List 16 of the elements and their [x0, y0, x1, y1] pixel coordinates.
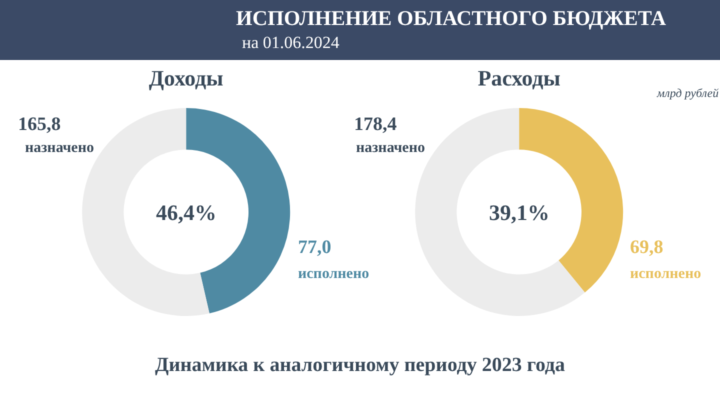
text: 69,8: [630, 237, 664, 258]
chart-title: Расходы: [478, 66, 560, 91]
text: млрд рублей: [656, 86, 719, 100]
text: 39,1%: [489, 200, 550, 225]
chart-title: Доходы: [148, 66, 224, 91]
text: 165,8: [18, 114, 61, 135]
text: 178,4: [354, 114, 398, 135]
text: Динамика к аналогичному периоду 2023 года: [154, 354, 566, 377]
text: 46,4%: [156, 200, 216, 225]
text: исполнено: [298, 266, 370, 282]
text: 77,0: [298, 237, 332, 258]
text: назначено: [25, 140, 94, 156]
text: на 01.06.2024: [242, 33, 340, 53]
text: назначено: [356, 140, 425, 156]
text: исполнено: [630, 266, 702, 282]
text: ИСПОЛНЕНИЕ ОБЛАСТНОГО БЮДЖЕТА: [236, 6, 666, 31]
